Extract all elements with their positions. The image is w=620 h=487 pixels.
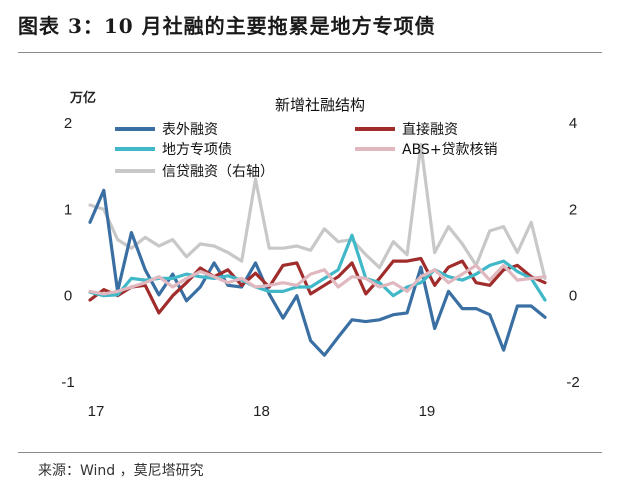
right-tick-label: 4 [569,115,577,132]
x-tick-label: 17 [88,403,105,420]
source-note: 来源：Wind ，莫尼塔研究 [38,463,204,479]
x-tick-label: 18 [253,403,270,420]
legend-label: 表外融资 [162,122,218,138]
series-line [88,233,547,302]
right-tick-label: 2 [569,201,577,218]
legend-label: 地方专项债 [162,142,232,158]
series-line [88,256,547,315]
figure-title: 图表 3：10 月社融的主要拖累是地方专项债 [18,14,436,38]
legend-label: 直接融资 [402,121,458,138]
left-tick-label: 1 [64,201,72,218]
series-line [88,143,547,280]
axes: -1 0 1 2 -2 0 2 4 17 18 19 [61,115,579,420]
left-tick-label: -1 [61,374,74,391]
left-tick-label: 0 [64,288,72,305]
left-tick-label: 2 [64,115,72,132]
bottom-rule [18,452,602,453]
series-line [88,263,547,296]
legend-label: 信贷融资（右轴） [162,164,274,180]
x-tick-label: 19 [419,403,436,420]
chart-title: 新增社融结构 [275,96,365,114]
series-line [88,188,547,357]
series-lines [88,143,547,357]
legend-label: ABS+贷款核销 [402,142,498,158]
left-axis-unit: 万亿 [69,90,96,106]
right-tick-label: 0 [569,288,577,305]
top-rule [18,52,602,53]
right-tick-label: -2 [566,374,579,391]
